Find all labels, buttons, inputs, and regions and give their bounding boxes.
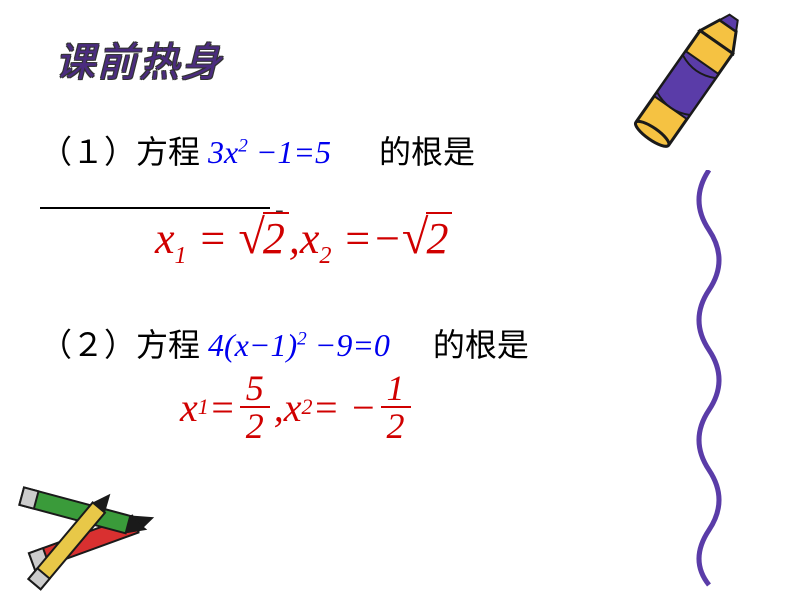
s2-x2-num: 1 [381,370,411,408]
page-title: 课前热身 [55,30,223,88]
s1-x1-sub: 1 [175,242,187,269]
problem-1-prefix: （１）方程 [40,134,200,170]
eq2-exp: 2 [297,328,307,349]
s2-x1-sub: 1 [198,394,209,420]
solution-2: x1 = 5 2 , x2 = − 1 2 [180,370,415,444]
s1-x1-val: 2 [263,212,289,263]
problem-1: （１）方程 3x2 −1=5 的根是 [40,127,475,173]
problem-2-equation: 4(x−1)2 −9=0 [208,327,398,363]
s1-x1-label: x [155,214,175,263]
s2-x2-sub: 2 [302,394,313,420]
sqrt-icon: 2 [238,210,289,265]
eq-mid: −1=5 [248,134,331,170]
problem-2: （２）方程 4(x−1)2 −9=0 的根是 [40,320,529,366]
eq-exp: 2 [238,135,248,156]
sqrt-icon: 2 [402,210,453,265]
markers-icon [5,471,175,591]
s2-sep: , [274,384,284,431]
problem-1-equation: 3x2 −1=5 [208,134,339,170]
s1-sep: , [289,214,300,263]
eq2-a: 4(x−1) [208,327,297,363]
s2-x1-den: 2 [240,408,270,444]
s2-x1-num: 5 [240,370,270,408]
s2-x1-label: x [180,384,198,431]
solution-1: x1 = 2,x2 =−2 [155,210,452,270]
s2-x2-den: 2 [381,408,411,444]
s2-x2-label: x [284,384,302,431]
wavy-line-icon [679,170,739,590]
problem-1-suffix: 的根是 [379,134,475,170]
problem-2-suffix: 的根是 [433,327,529,363]
fraction-1: 5 2 [240,370,270,444]
s1-eq1: = [187,214,228,263]
s1-eq2: =− [332,214,402,263]
fraction-2: 1 2 [381,370,411,444]
s1-x2-label: x [300,214,320,263]
s2-eq1: = [209,384,236,431]
problem-2-prefix: （２）方程 [40,327,200,363]
crayon-icon [614,5,764,175]
eq-lhs: 3x [208,134,238,170]
s2-eq2: = − [313,384,377,431]
s1-x2-sub: 2 [319,242,331,269]
answer-underline [40,207,270,209]
s1-x2-val: 2 [426,212,452,263]
eq2-b: −9=0 [307,327,390,363]
